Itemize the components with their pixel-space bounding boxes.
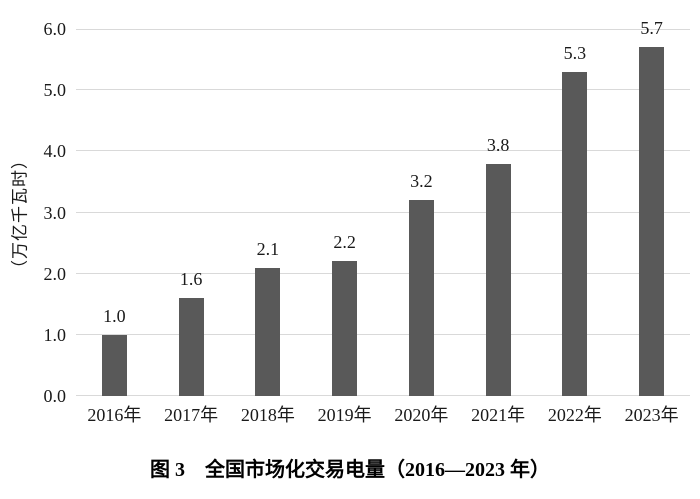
x-tick-label: 2020年 [394,405,449,425]
bar-2022年 [562,71,588,396]
gridline [76,334,690,335]
y-tick-label: 1.0 [43,324,67,345]
y-tick-label: 4.0 [43,141,67,162]
bar-value-label: 1.6 [179,269,203,290]
bar-value-label: 5.3 [563,42,587,63]
x-tick-label: 2016年 [87,405,142,425]
bar-value-label: 3.2 [410,171,433,192]
bar-2017年 [178,298,204,396]
x-tick-label: 2023年 [624,405,679,425]
bar-value-label: 3.8 [486,134,510,155]
y-tick-label: 6.0 [43,19,67,39]
y-axis-labels: 0.0 1.0 2.0 3.0 4.0 5.0 6.0 [0,19,67,406]
gridline [76,89,690,90]
y-tick-label: 2.0 [43,263,67,284]
x-tick-label: 2022年 [547,405,602,425]
x-tick-label: 2019年 [317,405,372,425]
bar-2018年 [255,267,281,396]
gridline [76,273,690,274]
bar-2019年 [332,261,358,396]
y-tick-label: 3.0 [43,202,67,223]
bar-2020年 [408,200,434,396]
plot-area: 1.0 1.6 2.1 2.2 3.2 3.8 5.3 5.7 [76,18,690,396]
bar-value-label: 1.0 [103,305,126,326]
gridline [76,29,690,30]
gridline [76,395,690,396]
x-tick-label: 2017年 [164,405,219,425]
figure-caption: 图 3 全国市场化交易电量（2016—2023 年） [150,459,550,481]
bar-2023年 [639,47,665,396]
y-tick-label: 0.0 [43,386,67,406]
x-tick-label: 2018年 [240,405,295,425]
bar-value-label: 2.2 [333,232,356,253]
y-tick-label: 5.0 [43,80,67,101]
x-axis-labels: 2016年 2017年 2018年 2019年 2020年 2021年 2022年 2023年 [76,403,690,429]
bar-2021年 [485,163,511,396]
gridline [76,212,690,213]
bar-value-label: 2.1 [256,238,280,259]
x-tick-label: 2021年 [471,405,526,425]
gridlines [76,29,690,396]
bar-2016年 [101,334,127,396]
bars-layer: 1.0 1.6 2.1 2.2 3.2 3.8 5.3 5.7 [76,18,690,396]
bar-value-label: 5.7 [640,18,663,39]
gridline [76,150,690,151]
